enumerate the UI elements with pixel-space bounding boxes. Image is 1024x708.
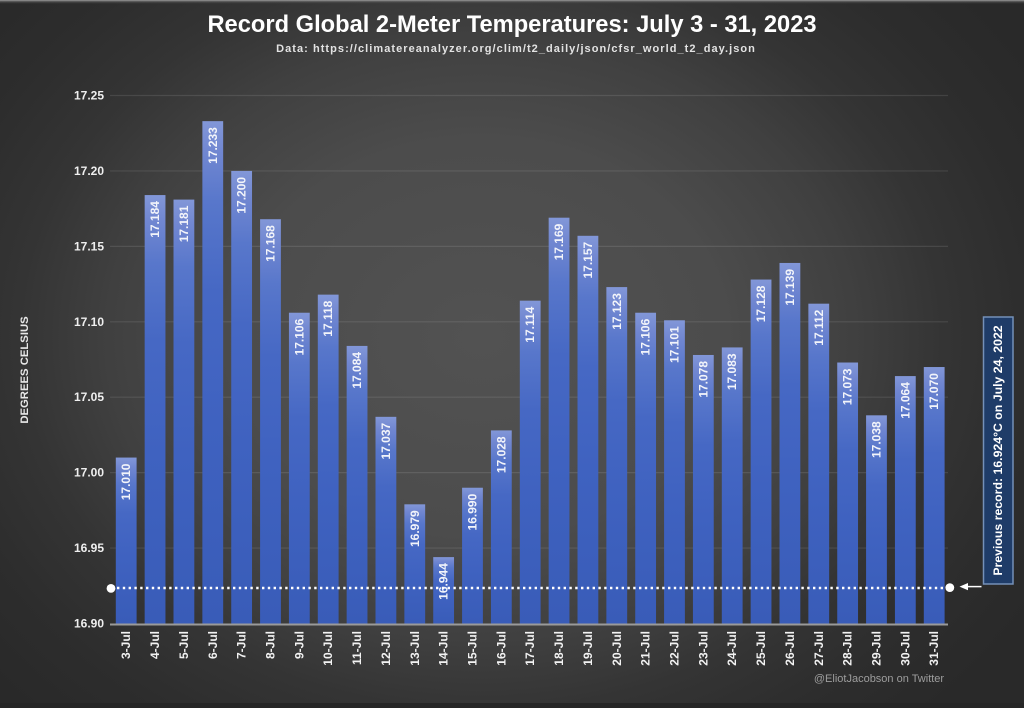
- svg-text:25-Jul: 25-Jul: [754, 631, 768, 666]
- svg-text:26-Jul: 26-Jul: [783, 631, 797, 666]
- svg-text:17.168: 17.168: [263, 225, 277, 262]
- svg-text:17.00: 17.00: [74, 466, 104, 480]
- svg-text:DEGREES CELSIUS: DEGREES CELSIUS: [19, 316, 31, 424]
- svg-text:16.944: 16.944: [437, 563, 451, 600]
- svg-text:17.101: 17.101: [667, 326, 681, 363]
- svg-text:18-Jul: 18-Jul: [552, 631, 566, 666]
- svg-text:7-Jul: 7-Jul: [235, 631, 249, 659]
- svg-text:Previous record: 16.924°C on J: Previous record: 16.924°C on July 24, 20…: [991, 325, 1005, 575]
- svg-text:4-Jul: 4-Jul: [148, 631, 162, 659]
- svg-text:13-Jul: 13-Jul: [408, 631, 422, 666]
- svg-text:20-Jul: 20-Jul: [610, 631, 624, 666]
- svg-text:17.114: 17.114: [523, 306, 537, 342]
- svg-text:17.10: 17.10: [74, 315, 104, 329]
- svg-text:17.010: 17.010: [119, 463, 133, 500]
- svg-text:16.990: 16.990: [465, 493, 479, 530]
- svg-text:17.038: 17.038: [869, 421, 883, 458]
- svg-text:14-Jul: 14-Jul: [437, 631, 451, 666]
- svg-text:17.112: 17.112: [812, 309, 826, 345]
- svg-text:Data: https://climatereanalyze: Data: https://climatereanalyzer.org/clim…: [276, 43, 756, 55]
- svg-text:17.084: 17.084: [350, 352, 364, 389]
- svg-text:24-Jul: 24-Jul: [725, 631, 739, 666]
- svg-text:19-Jul: 19-Jul: [581, 631, 595, 666]
- svg-text:17.128: 17.128: [754, 285, 768, 322]
- svg-text:29-Jul: 29-Jul: [869, 631, 883, 666]
- svg-text:Record Global 2-Meter Temperat: Record Global 2-Meter Temperatures: July…: [207, 12, 816, 38]
- svg-text:17.15: 17.15: [74, 239, 104, 253]
- svg-text:17.184: 17.184: [148, 201, 162, 238]
- svg-text:17.070: 17.070: [927, 373, 941, 410]
- svg-text:17.20: 17.20: [74, 164, 104, 178]
- svg-text:23-Jul: 23-Jul: [696, 631, 710, 666]
- svg-text:17.181: 17.181: [177, 205, 191, 242]
- svg-text:27-Jul: 27-Jul: [812, 631, 826, 666]
- svg-text:17.073: 17.073: [841, 368, 855, 405]
- svg-text:12-Jul: 12-Jul: [379, 631, 393, 666]
- svg-text:16.979: 16.979: [408, 510, 422, 547]
- svg-text:17.200: 17.200: [235, 177, 249, 214]
- svg-text:17.169: 17.169: [552, 223, 566, 260]
- svg-text:16-Jul: 16-Jul: [494, 631, 508, 666]
- svg-text:17.157: 17.157: [581, 241, 595, 278]
- svg-text:17.064: 17.064: [898, 382, 912, 419]
- svg-text:17.139: 17.139: [783, 269, 797, 306]
- svg-text:16.95: 16.95: [74, 541, 104, 555]
- svg-text:28-Jul: 28-Jul: [841, 631, 855, 666]
- svg-text:16.90: 16.90: [74, 617, 104, 631]
- svg-text:17-Jul: 17-Jul: [523, 631, 537, 666]
- svg-text:3-Jul: 3-Jul: [119, 631, 133, 659]
- svg-text:17.25: 17.25: [74, 89, 104, 103]
- svg-text:17.05: 17.05: [74, 390, 104, 404]
- svg-text:17.106: 17.106: [292, 318, 306, 355]
- svg-text:6-Jul: 6-Jul: [206, 631, 220, 659]
- svg-text:21-Jul: 21-Jul: [639, 631, 653, 666]
- svg-text:15-Jul: 15-Jul: [465, 631, 479, 666]
- svg-text:17.106: 17.106: [639, 318, 653, 355]
- svg-text:17.028: 17.028: [494, 436, 508, 473]
- svg-text:31-Jul: 31-Jul: [927, 631, 941, 666]
- svg-text:30-Jul: 30-Jul: [898, 631, 912, 666]
- svg-text:@EliotJacobson on Twitter: @EliotJacobson on Twitter: [814, 673, 945, 685]
- svg-text:17.118: 17.118: [321, 300, 335, 336]
- svg-text:17.078: 17.078: [696, 361, 710, 398]
- svg-text:17.233: 17.233: [206, 127, 220, 164]
- svg-text:22-Jul: 22-Jul: [667, 631, 681, 666]
- svg-text:17.123: 17.123: [610, 293, 624, 330]
- svg-text:8-Jul: 8-Jul: [263, 631, 277, 659]
- svg-text:17.037: 17.037: [379, 423, 393, 460]
- svg-text:5-Jul: 5-Jul: [177, 631, 191, 659]
- svg-text:10-Jul: 10-Jul: [321, 631, 335, 666]
- svg-text:11-Jul: 11-Jul: [350, 631, 364, 665]
- svg-text:17.083: 17.083: [725, 353, 739, 390]
- svg-text:9-Jul: 9-Jul: [292, 631, 306, 659]
